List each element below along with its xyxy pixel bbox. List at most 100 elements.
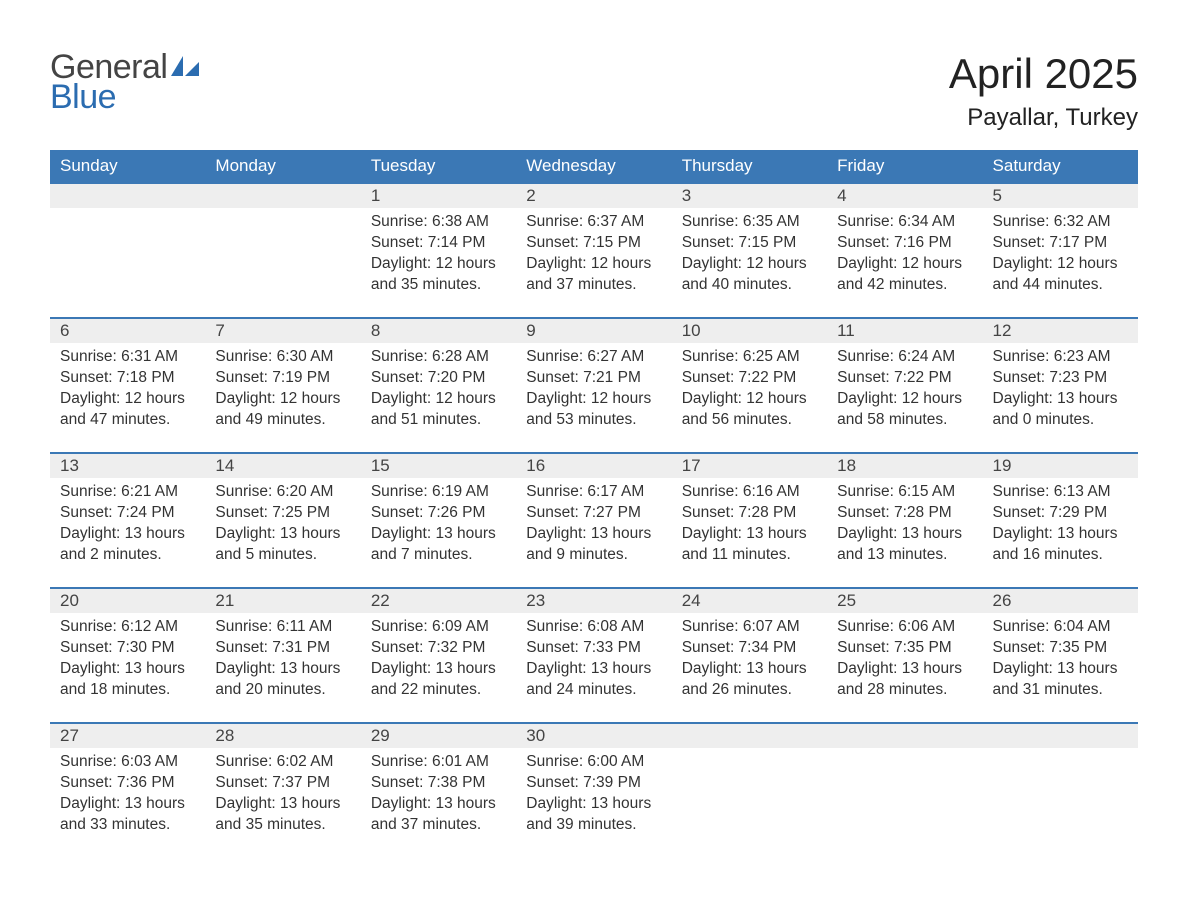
- logo: General Blue: [50, 50, 201, 114]
- day-number-cell: 13: [50, 453, 205, 478]
- daylight-line: Daylight: 12 hours and 53 minutes.: [526, 389, 661, 431]
- sunset-line: Sunset: 7:39 PM: [526, 773, 661, 794]
- sunrise-line: Sunrise: 6:30 AM: [215, 347, 350, 368]
- day-number-cell: 10: [672, 318, 827, 343]
- daynum-row: 13141516171819: [50, 453, 1138, 478]
- sunset-line: Sunset: 7:32 PM: [371, 638, 506, 659]
- daylight-line: Daylight: 12 hours and 37 minutes.: [526, 254, 661, 296]
- day-detail-cell: Sunrise: 6:07 AMSunset: 7:34 PMDaylight:…: [672, 613, 827, 723]
- day-number: 23: [526, 591, 545, 610]
- day-detail-cell: Sunrise: 6:38 AMSunset: 7:14 PMDaylight:…: [361, 208, 516, 318]
- sunrise-line: Sunrise: 6:17 AM: [526, 482, 661, 503]
- sunrise-line: Sunrise: 6:24 AM: [837, 347, 972, 368]
- day-number-cell: 17: [672, 453, 827, 478]
- daynum-row: 12345: [50, 183, 1138, 208]
- daynum-row: 27 28 29 30: [50, 723, 1138, 748]
- day-detail-cell: Sunrise: 6:08 AMSunset: 7:33 PMDaylight:…: [516, 613, 671, 723]
- day-number-cell: 29: [361, 723, 516, 748]
- sunrise-line: Sunrise: 6:19 AM: [371, 482, 506, 503]
- sunset-line: Sunset: 7:34 PM: [682, 638, 817, 659]
- day-number-cell: 4: [827, 183, 982, 208]
- sunrise-line: Sunrise: 6:09 AM: [371, 617, 506, 638]
- sunrise-line: Sunrise: 6:13 AM: [993, 482, 1128, 503]
- sunset-line: Sunset: 7:25 PM: [215, 503, 350, 524]
- daylight-line: Daylight: 13 hours and 37 minutes.: [371, 794, 506, 836]
- day-number: 27: [60, 726, 79, 745]
- sunrise-line: Sunrise: 6:31 AM: [60, 347, 195, 368]
- sunset-line: Sunset: 7:31 PM: [215, 638, 350, 659]
- sunrise-line: Sunrise: 6:20 AM: [215, 482, 350, 503]
- sunset-line: Sunset: 7:18 PM: [60, 368, 195, 389]
- sunrise-line: Sunrise: 6:34 AM: [837, 212, 972, 233]
- day-detail-cell: Sunrise: 6:31 AMSunset: 7:18 PMDaylight:…: [50, 343, 205, 453]
- daynum-row: 6789101112: [50, 318, 1138, 343]
- day-number: 10: [682, 321, 701, 340]
- sunset-line: Sunset: 7:15 PM: [526, 233, 661, 254]
- day-detail-cell: Sunrise: 6:30 AMSunset: 7:19 PMDaylight:…: [205, 343, 360, 453]
- detail-row: Sunrise: 6:12 AMSunset: 7:30 PMDaylight:…: [50, 613, 1138, 723]
- day-number: 30: [526, 726, 545, 745]
- day-detail-cell: Sunrise: 6:11 AMSunset: 7:31 PMDaylight:…: [205, 613, 360, 723]
- sunrise-line: Sunrise: 6:16 AM: [682, 482, 817, 503]
- day-number-cell: 21: [205, 588, 360, 613]
- day-number: 28: [215, 726, 234, 745]
- daylight-line: Daylight: 13 hours and 24 minutes.: [526, 659, 661, 701]
- sunset-line: Sunset: 7:28 PM: [837, 503, 972, 524]
- daylight-line: Daylight: 13 hours and 5 minutes.: [215, 524, 350, 566]
- daylight-line: Daylight: 13 hours and 31 minutes.: [993, 659, 1128, 701]
- day-number-cell: 16: [516, 453, 671, 478]
- day-detail-cell: Sunrise: 6:24 AMSunset: 7:22 PMDaylight:…: [827, 343, 982, 453]
- sunrise-line: Sunrise: 6:15 AM: [837, 482, 972, 503]
- day-number-cell: 22: [361, 588, 516, 613]
- day-number: 12: [993, 321, 1012, 340]
- day-number: 5: [993, 186, 1002, 205]
- col-friday: Friday: [827, 150, 982, 183]
- daynum-row: 202122 23 242526: [50, 588, 1138, 613]
- day-number-cell: [50, 183, 205, 208]
- sunset-line: Sunset: 7:26 PM: [371, 503, 506, 524]
- day-number: 2: [526, 186, 535, 205]
- day-number-cell: 2: [516, 183, 671, 208]
- day-detail-cell: Sunrise: 6:01 AMSunset: 7:38 PMDaylight:…: [361, 748, 516, 858]
- day-detail-cell: Sunrise: 6:15 AMSunset: 7:28 PMDaylight:…: [827, 478, 982, 588]
- day-number-cell: 20: [50, 588, 205, 613]
- daylight-line: Daylight: 13 hours and 0 minutes.: [993, 389, 1128, 431]
- sunset-line: Sunset: 7:36 PM: [60, 773, 195, 794]
- day-number: 13: [60, 456, 79, 475]
- daylight-line: Daylight: 13 hours and 35 minutes.: [215, 794, 350, 836]
- day-number-cell: [672, 723, 827, 748]
- sunrise-line: Sunrise: 6:12 AM: [60, 617, 195, 638]
- day-number: 19: [993, 456, 1012, 475]
- month-title: April 2025: [949, 50, 1138, 98]
- daylight-line: Daylight: 12 hours and 56 minutes.: [682, 389, 817, 431]
- sunset-line: Sunset: 7:29 PM: [993, 503, 1128, 524]
- day-detail-cell: [205, 208, 360, 318]
- day-detail-cell: Sunrise: 6:35 AMSunset: 7:15 PMDaylight:…: [672, 208, 827, 318]
- sunset-line: Sunset: 7:22 PM: [682, 368, 817, 389]
- day-number-cell: 24: [672, 588, 827, 613]
- day-number: 15: [371, 456, 390, 475]
- day-number: 16: [526, 456, 545, 475]
- day-number: 8: [371, 321, 380, 340]
- day-detail-cell: Sunrise: 6:34 AMSunset: 7:16 PMDaylight:…: [827, 208, 982, 318]
- sunset-line: Sunset: 7:22 PM: [837, 368, 972, 389]
- daylight-line: Daylight: 13 hours and 9 minutes.: [526, 524, 661, 566]
- day-detail-cell: Sunrise: 6:28 AMSunset: 7:20 PMDaylight:…: [361, 343, 516, 453]
- day-detail-cell: Sunrise: 6:23 AMSunset: 7:23 PMDaylight:…: [983, 343, 1138, 453]
- daylight-line: Daylight: 13 hours and 28 minutes.: [837, 659, 972, 701]
- day-detail-cell: Sunrise: 6:27 AMSunset: 7:21 PMDaylight:…: [516, 343, 671, 453]
- day-number-cell: [983, 723, 1138, 748]
- day-detail-cell: Sunrise: 6:02 AMSunset: 7:37 PMDaylight:…: [205, 748, 360, 858]
- sunrise-line: Sunrise: 6:37 AM: [526, 212, 661, 233]
- day-number: 18: [837, 456, 856, 475]
- day-detail-cell: Sunrise: 6:17 AMSunset: 7:27 PMDaylight:…: [516, 478, 671, 588]
- detail-row: Sunrise: 6:38 AMSunset: 7:14 PMDaylight:…: [50, 208, 1138, 318]
- sunrise-line: Sunrise: 6:32 AM: [993, 212, 1128, 233]
- detail-row: Sunrise: 6:31 AMSunset: 7:18 PM Daylight:…: [50, 343, 1138, 453]
- day-number-cell: 1: [361, 183, 516, 208]
- col-monday: Monday: [205, 150, 360, 183]
- day-number-cell: 25: [827, 588, 982, 613]
- location: Payallar, Turkey: [949, 104, 1138, 132]
- day-number-cell: 26: [983, 588, 1138, 613]
- day-number-cell: 27: [50, 723, 205, 748]
